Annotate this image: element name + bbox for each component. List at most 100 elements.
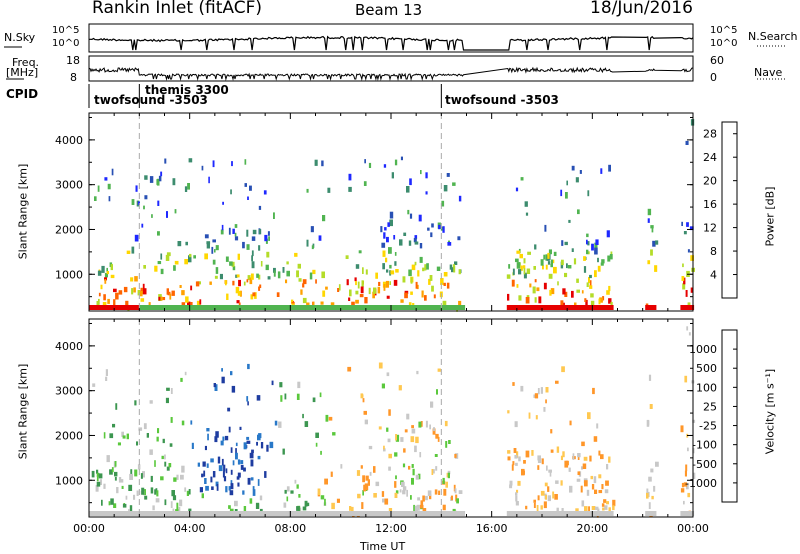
power-cell — [449, 264, 453, 270]
velocity-cell — [105, 369, 108, 376]
velocity-cell — [315, 442, 318, 447]
power-cell — [357, 281, 360, 289]
power-cell — [451, 267, 455, 273]
power-cell — [272, 305, 276, 310]
power-cell — [443, 305, 447, 310]
velocity-cell — [360, 465, 363, 469]
velocity-cell — [252, 489, 256, 496]
velocity-cell — [172, 511, 175, 516]
power-cell — [134, 305, 137, 310]
power-cell — [430, 305, 433, 310]
velocity-cell — [560, 455, 563, 461]
power-cell — [166, 211, 168, 218]
power-cell — [110, 264, 113, 271]
power-cell — [386, 295, 390, 299]
power-cell — [318, 235, 322, 241]
velocity-cell — [101, 499, 103, 506]
power-cell — [399, 305, 403, 310]
power-cell — [406, 186, 410, 193]
velocity-cell — [607, 511, 610, 516]
power-cell — [246, 229, 249, 237]
power-cell — [298, 278, 302, 282]
velocity-cell — [184, 371, 187, 376]
cpid-segment-label: themis 3300 — [145, 83, 229, 97]
velocity-cell — [433, 427, 435, 432]
power-cell — [512, 268, 515, 275]
velocity-cell — [654, 511, 657, 516]
velocity-cell — [206, 511, 209, 516]
velocity-cell — [577, 455, 580, 460]
power-cell — [169, 293, 172, 300]
power-cell — [689, 305, 692, 310]
velocity-cell — [154, 511, 157, 516]
power-cell — [587, 251, 590, 255]
power-cell — [357, 305, 360, 310]
power-cell — [149, 305, 152, 310]
velocity-cell — [203, 470, 206, 477]
power-cell — [244, 183, 247, 187]
power-cell — [273, 270, 276, 277]
velocity-cell — [422, 495, 425, 502]
power-cell — [452, 182, 456, 186]
velocity-cell — [315, 511, 318, 516]
power-cell — [555, 305, 559, 310]
velocity-cell — [588, 506, 590, 513]
power-cell — [282, 267, 285, 273]
velocity-cell — [275, 511, 278, 516]
velocity-cell — [277, 511, 281, 516]
velocity-cell — [285, 511, 288, 516]
power-cell — [526, 305, 530, 310]
power-cell — [547, 252, 550, 259]
power-cell — [232, 280, 235, 286]
velocity-cell — [603, 499, 607, 503]
velocity-cell — [167, 511, 170, 516]
power-cell — [242, 305, 245, 310]
power-cell — [647, 208, 652, 216]
velocity-colorbar-tick-label: 500 — [696, 362, 717, 375]
velocity-cell — [350, 511, 354, 516]
power-cell — [518, 295, 522, 301]
power-cell — [134, 234, 139, 242]
velocity-cell — [247, 511, 250, 516]
velocity-cell — [425, 495, 428, 501]
velocity-cell — [576, 478, 581, 482]
velocity-cell — [515, 492, 518, 496]
power-cell — [214, 275, 218, 279]
velocity-cell — [649, 404, 653, 409]
velocity-cell — [384, 498, 389, 505]
power-cell — [148, 305, 151, 310]
power-cell — [148, 302, 151, 308]
velocity-cell — [420, 421, 423, 427]
velocity-cell — [260, 442, 264, 449]
velocity-cell — [587, 412, 591, 420]
power-cell — [588, 277, 590, 284]
power-cell — [690, 255, 694, 261]
power-cell — [654, 305, 657, 310]
velocity-cell — [228, 426, 231, 433]
velocity-cell — [443, 488, 447, 496]
velocity-cell — [199, 487, 203, 493]
velocity-cell — [188, 489, 191, 495]
velocity-cell — [223, 511, 226, 516]
velocity-cell — [92, 383, 96, 387]
velocity-cell — [380, 511, 384, 516]
velocity-cell — [684, 511, 687, 516]
power-cell — [189, 253, 192, 258]
velocity-colorbar-tick-label: -25 — [699, 420, 717, 433]
velocity-cell — [250, 459, 254, 467]
cpid-segment-label: twofsound -3503 — [445, 93, 559, 107]
power-cell — [523, 272, 527, 279]
power-cell — [372, 305, 375, 310]
power-cell — [309, 272, 313, 280]
velocity-cell — [451, 511, 454, 516]
velocity-cell — [647, 511, 651, 516]
velocity-cell — [383, 445, 385, 450]
power-cell — [576, 278, 579, 283]
power-cell — [250, 273, 254, 280]
power-cell — [265, 264, 269, 271]
velocity-cell — [570, 511, 574, 516]
velocity-cell — [151, 511, 155, 516]
velocity-cell — [134, 469, 138, 477]
power-cell — [430, 232, 433, 238]
power-cell — [402, 305, 405, 310]
